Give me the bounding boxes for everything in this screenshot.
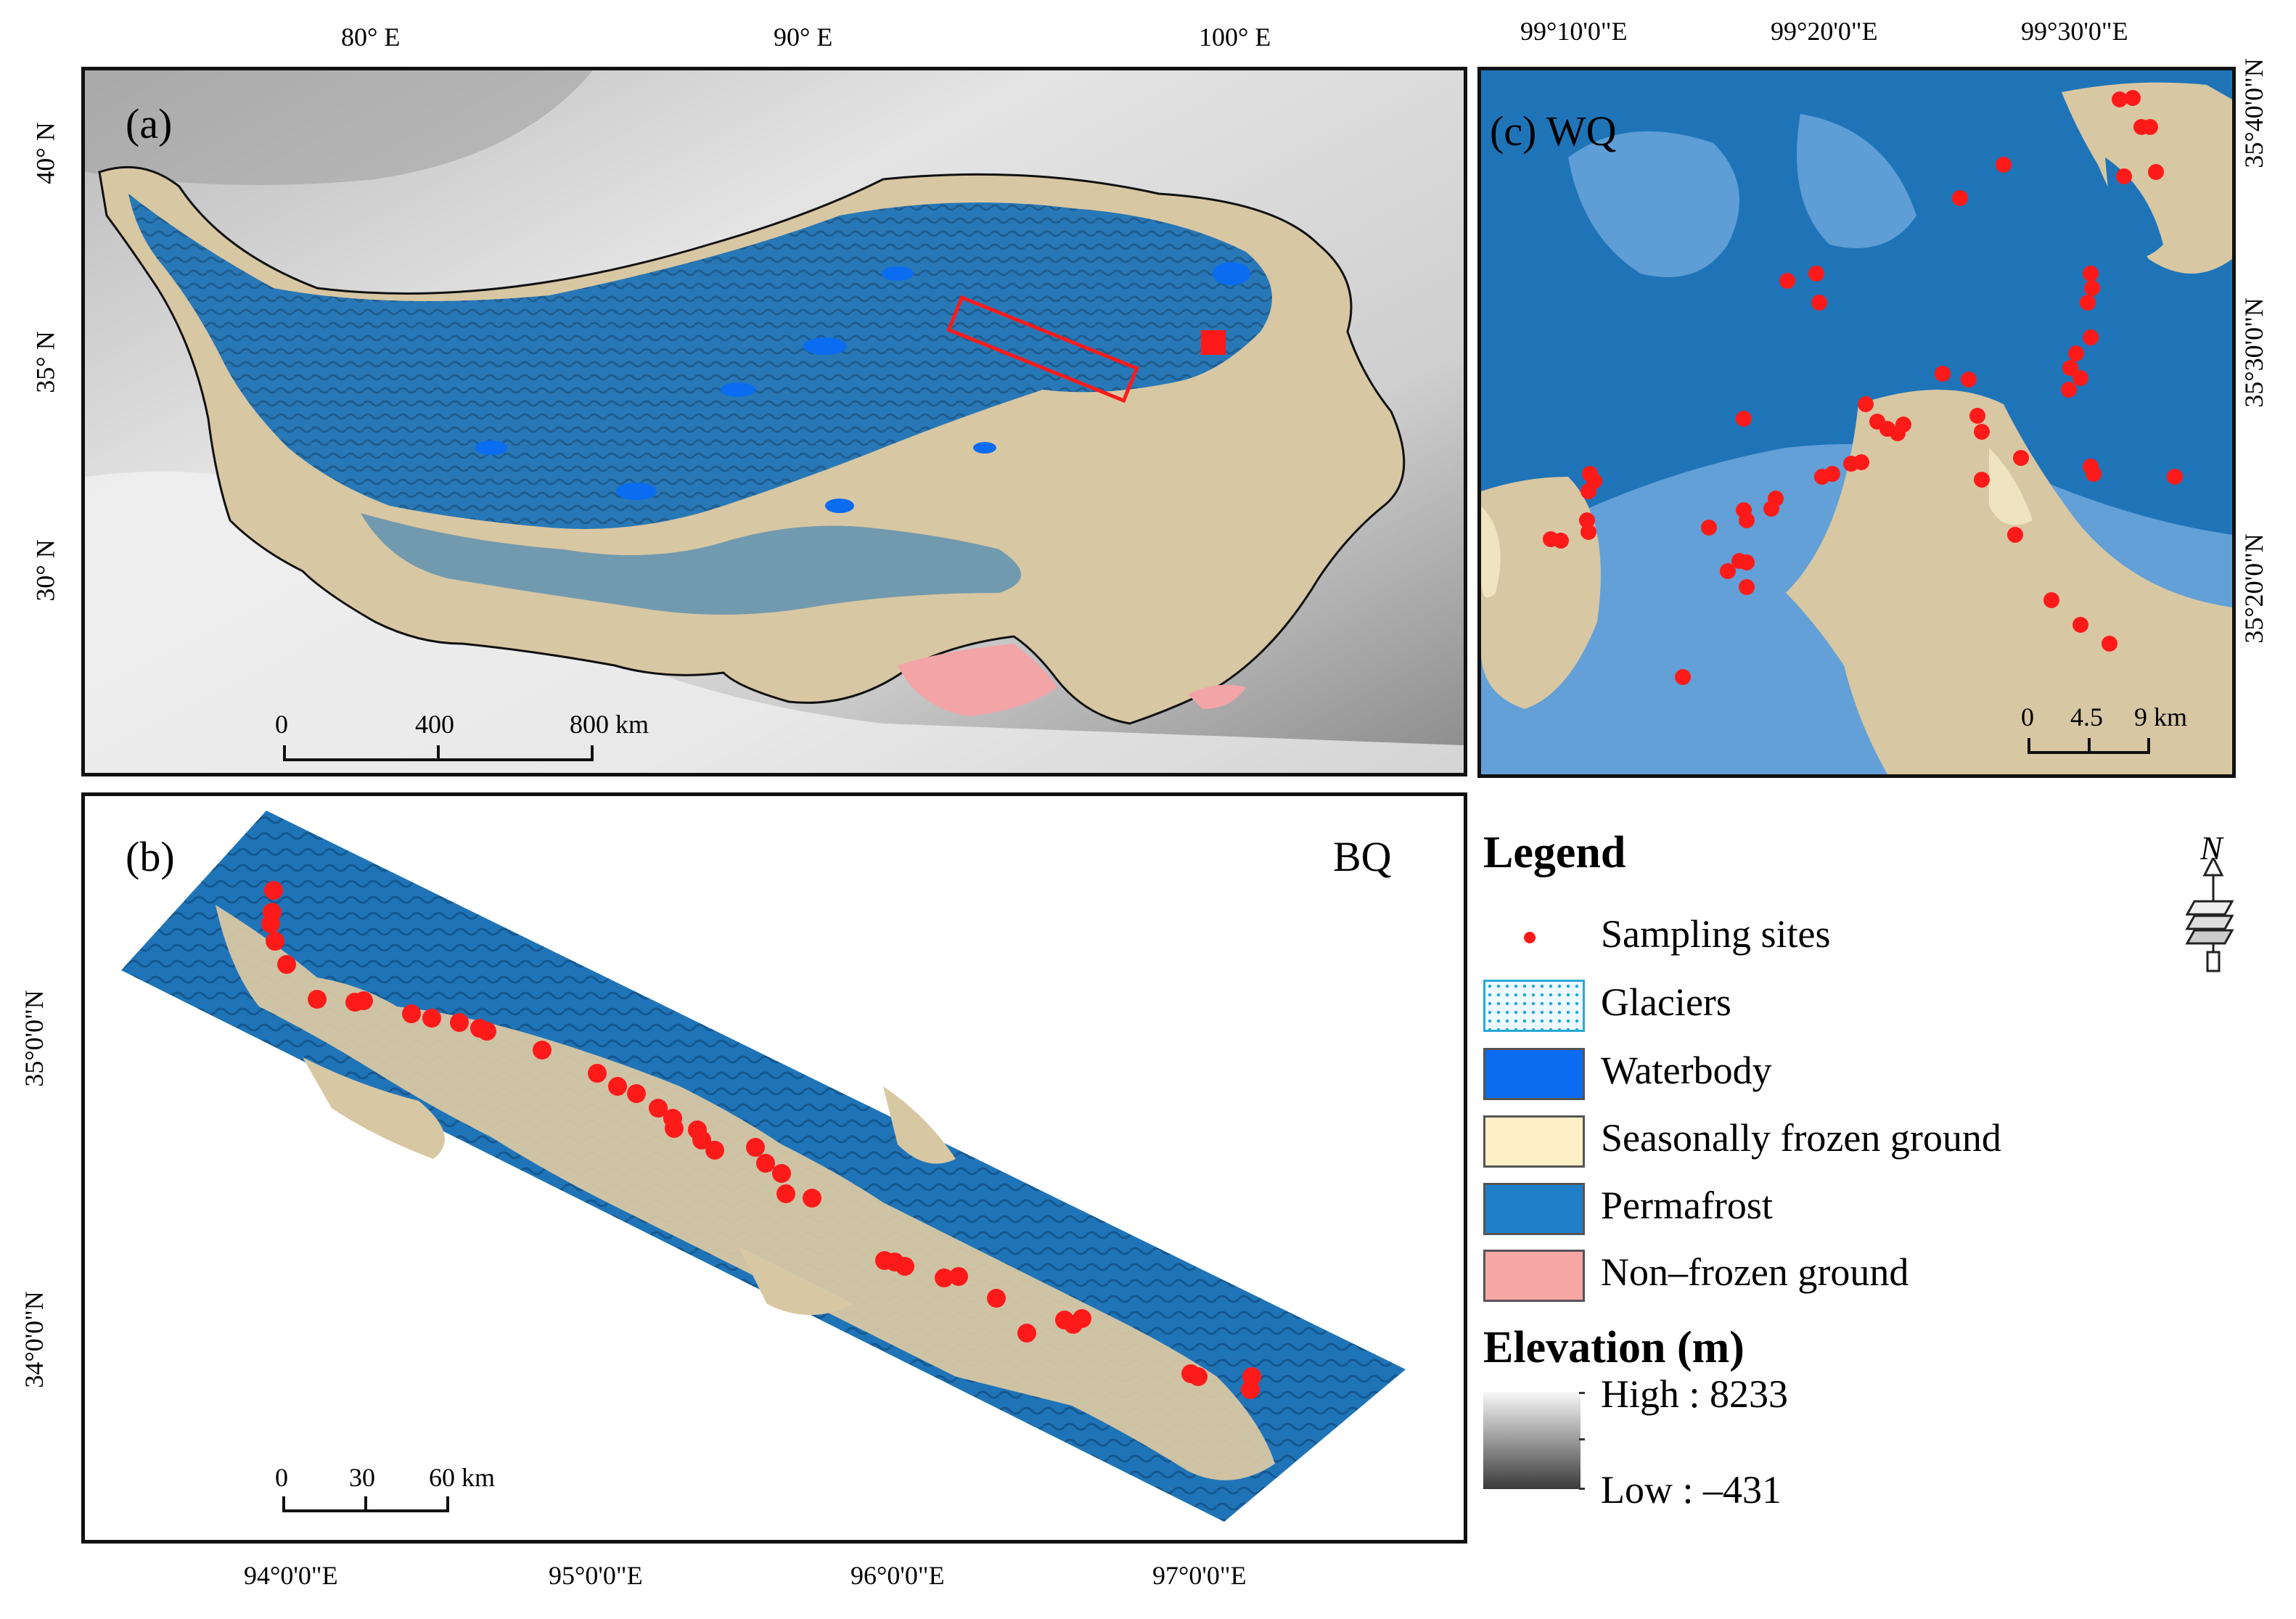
c-lon-tick-1: 99°10'0"E (1520, 17, 1628, 46)
legend-glaciers-swatch (1483, 980, 1585, 1032)
lake (616, 483, 657, 500)
lake (803, 337, 847, 355)
legend-waterbody-swatch (1483, 1048, 1585, 1100)
lake (882, 266, 914, 281)
legend-waterbody-label: Waterbody (1601, 1049, 1772, 1092)
elevation-low-label: Low : –431 (1601, 1468, 1782, 1512)
plateau-permafrost (128, 194, 1272, 529)
panel-c-map: (c) WQ 0 4.5 9 km (1477, 67, 2236, 778)
lake (475, 440, 507, 455)
legend-nonfrozen-label: Non–frozen ground (1601, 1250, 1909, 1294)
scale-b-0: 0 (275, 1463, 288, 1492)
lat-tick-30: 30° N (30, 539, 60, 602)
north-arrow-icon (2185, 858, 2234, 972)
panel-c-scalebar (2028, 738, 2150, 754)
elevation-ramp (1483, 1392, 1580, 1489)
wq-sampling-sites (1543, 90, 2183, 685)
scale-a-0: 0 (275, 710, 288, 739)
c-lon-tick-2: 99°20'0"E (1771, 17, 1878, 46)
non-frozen-ground (898, 644, 1057, 716)
elevation-tick-low (1579, 1488, 1585, 1490)
legend-sampling-label: Sampling sites (1601, 912, 1831, 956)
elevation-high-label: High : 8233 (1601, 1372, 1789, 1416)
panel-a-label: (a) (126, 100, 173, 147)
c-lat-tick-3: 35°20'0"N (2239, 533, 2268, 644)
legend-title: Legend (1483, 828, 1626, 877)
c-lat-tick-1: 35°40'0"N (2239, 58, 2268, 168)
bq-study-area-box (946, 295, 1139, 403)
lat-tick-35: 35° N (30, 331, 60, 393)
b-lon-tick-2: 95°0'0"E (549, 1561, 643, 1590)
b-lat-tick-2: 34°0'0"N (19, 1291, 49, 1388)
lon-tick-90: 90° E (774, 22, 833, 52)
b-lon-tick-1: 94°0'0"E (244, 1561, 338, 1590)
lat-tick-40: 40° N (30, 122, 60, 184)
legend-seasonal-swatch (1483, 1115, 1585, 1168)
elevation-tick-mid (1579, 1438, 1585, 1440)
panel-c-name: WQ (1546, 107, 1617, 155)
scale-c-0: 0 (2021, 702, 2034, 731)
scale-c-9: 9 km (2134, 702, 2188, 731)
panel-a-map: (a) 0 400 800 km (81, 67, 1467, 776)
scale-a-400: 400 (415, 710, 454, 739)
panel-b-label: (b) (126, 833, 175, 880)
legend-seasonal-label: Seasonally frozen ground (1601, 1116, 2001, 1160)
elevation-tick-high (1579, 1392, 1585, 1394)
b-lon-tick-3: 96°0'0"E (850, 1561, 945, 1590)
legend-glaciers-label: Glaciers (1601, 980, 1731, 1024)
lake (721, 382, 755, 397)
b-lon-tick-4: 97°0'0"E (1152, 1561, 1247, 1590)
c-lat-tick-2: 35°30'0"N (2239, 298, 2268, 408)
panel-c-letter: (c) (1490, 107, 1537, 155)
b-lat-tick-1: 35°0'0"N (19, 990, 49, 1087)
north-arrow: N (2184, 829, 2242, 974)
panel-b-graphics (121, 811, 1406, 1522)
panel-b-name: BQ (1333, 833, 1392, 880)
lake (973, 442, 996, 454)
lon-tick-80: 80° E (341, 22, 401, 52)
legend-nonfrozen-swatch (1483, 1250, 1585, 1302)
panel-a-scalebar (283, 745, 594, 761)
scale-a-800: 800 km (570, 710, 649, 739)
elevation-title: Elevation (m) (1483, 1323, 1744, 1372)
scale-c-4.5: 4.5 (2070, 702, 2103, 731)
bq-seasonal-ground (216, 905, 1275, 1480)
panel-c-label: (c) WQ (1490, 107, 1616, 155)
panel-a-graphics (85, 70, 1464, 773)
panel-b-scalebar (282, 1496, 449, 1512)
c-lon-tick-3: 99°30'0"E (2021, 17, 2128, 46)
panel-c-graphics (1481, 70, 2232, 774)
legend-sampling-symbol (1524, 932, 1536, 943)
bq-sampling-sites (261, 881, 1261, 1399)
legend-permafrost-label: Permafrost (1601, 1184, 1773, 1227)
scale-b-60: 60 km (429, 1463, 496, 1492)
lake (1213, 262, 1250, 285)
scale-b-30: 30 (349, 1463, 375, 1492)
legend-permafrost-swatch (1483, 1183, 1585, 1235)
lon-tick-100: 100° E (1199, 22, 1271, 52)
wq-study-area-marker (1201, 330, 1226, 355)
panel-b-map: (b) BQ 0 30 60 km (81, 792, 1467, 1544)
lake (825, 499, 854, 513)
